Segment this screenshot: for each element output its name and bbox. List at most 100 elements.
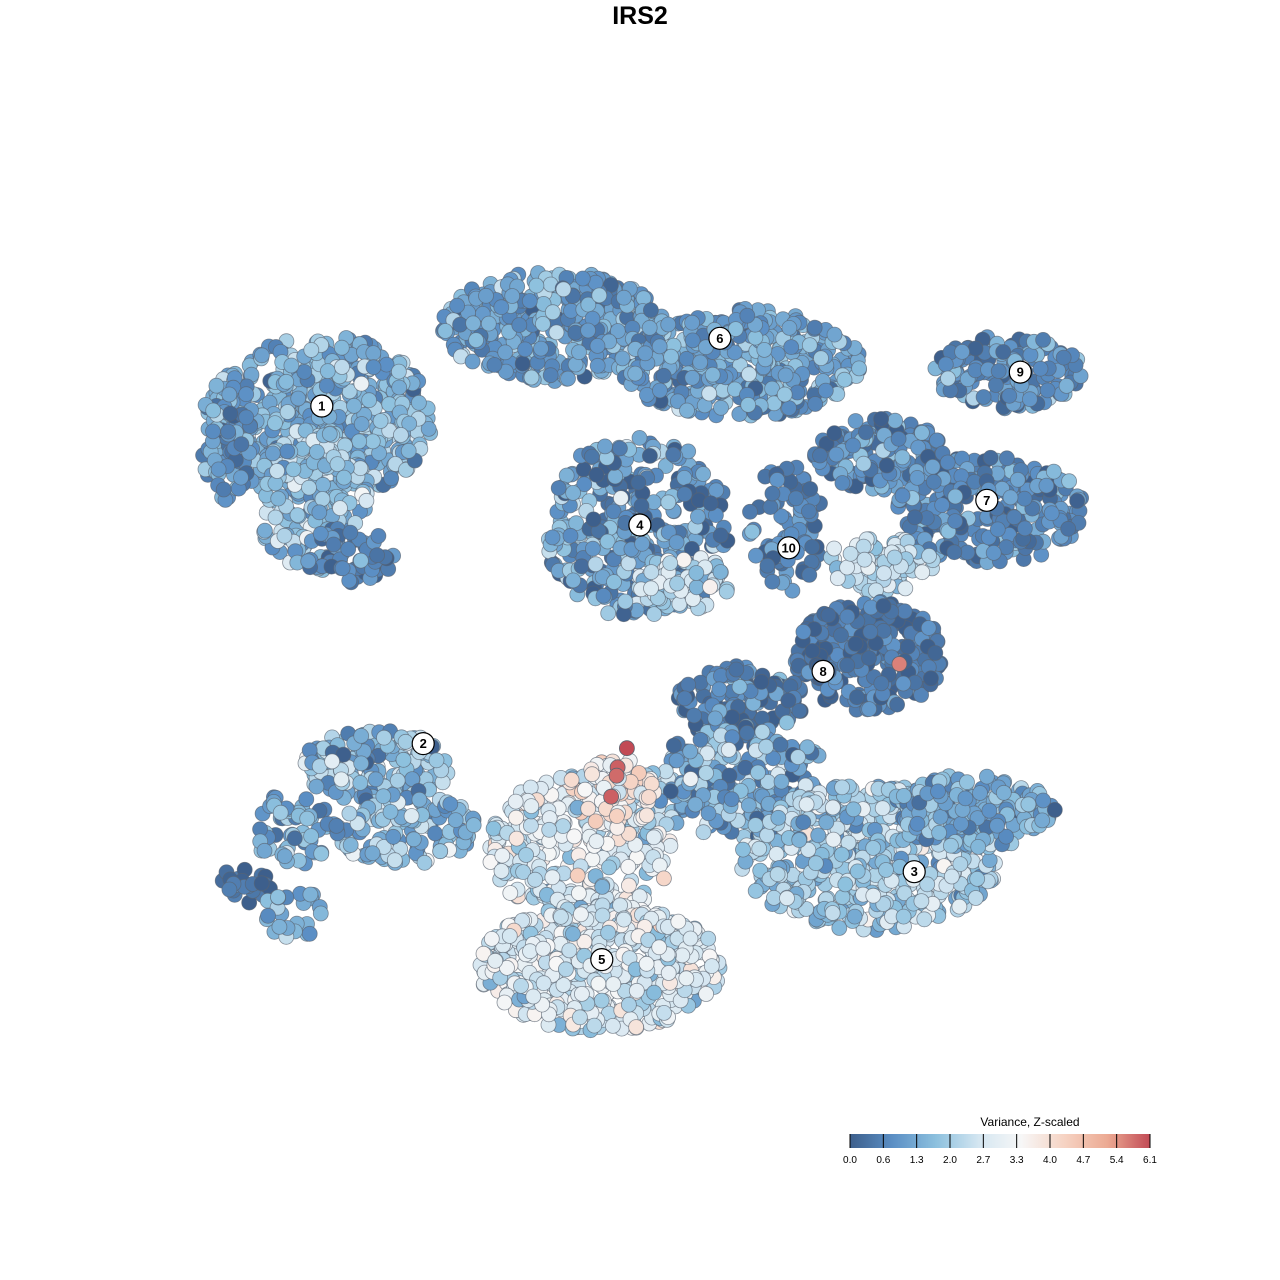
data-point	[773, 773, 790, 790]
data-point	[739, 725, 755, 741]
data-point	[620, 859, 637, 875]
data-point	[523, 369, 540, 386]
data-point	[643, 580, 659, 597]
data-point	[270, 490, 287, 507]
data-point	[676, 469, 693, 486]
data-point	[1039, 382, 1056, 399]
data-point	[770, 809, 787, 826]
data-point	[839, 608, 856, 625]
data-point	[535, 315, 551, 332]
data-point	[571, 885, 587, 902]
data-point	[702, 579, 718, 595]
data-point	[676, 486, 693, 503]
data-point	[768, 846, 785, 862]
data-point	[826, 326, 843, 343]
data-point	[303, 342, 320, 358]
data-point	[751, 840, 768, 857]
data-point	[544, 304, 561, 321]
data-point	[669, 575, 685, 592]
data-point	[494, 847, 511, 864]
data-point	[392, 427, 409, 443]
data-point	[680, 676, 697, 693]
data-point	[550, 480, 567, 497]
data-point	[704, 366, 721, 383]
data-point	[289, 507, 306, 523]
data-point	[267, 509, 284, 526]
data-point	[283, 357, 300, 374]
data-point	[781, 400, 797, 417]
data-point	[319, 363, 336, 380]
data-point	[839, 559, 855, 576]
data-point	[740, 797, 757, 814]
data-point	[269, 463, 286, 479]
data-point	[972, 785, 988, 801]
data-point	[692, 354, 709, 371]
data-point	[630, 474, 647, 491]
data-point	[810, 827, 827, 844]
data-point	[465, 817, 482, 833]
data-point	[660, 316, 677, 333]
data-point	[831, 920, 848, 936]
data-point	[584, 448, 600, 465]
data-point	[684, 314, 700, 331]
data-point	[238, 386, 255, 403]
data-point	[895, 908, 912, 925]
data-point	[272, 804, 289, 821]
data-point	[1020, 796, 1037, 813]
data-point	[607, 468, 624, 485]
data-point	[523, 798, 540, 814]
data-point	[801, 337, 818, 354]
data-point	[486, 356, 503, 373]
data-point	[587, 556, 604, 573]
data-point	[367, 771, 384, 788]
data-point	[276, 527, 293, 544]
data-point	[221, 881, 238, 898]
data-point	[981, 802, 998, 819]
data-point	[907, 509, 923, 526]
chart-title: IRS2	[612, 2, 668, 30]
data-point	[897, 580, 914, 597]
data-point	[1006, 509, 1023, 526]
data-point	[990, 363, 1007, 380]
data-point	[208, 377, 225, 394]
data-point	[940, 370, 956, 387]
data-point	[913, 893, 930, 909]
data-point	[967, 890, 984, 906]
data-point	[256, 842, 273, 859]
data-point	[318, 377, 335, 394]
data-point	[391, 379, 408, 396]
data-point	[589, 357, 606, 374]
data-point	[783, 339, 800, 356]
data-point	[769, 866, 786, 883]
data-point	[916, 911, 933, 928]
data-point	[555, 281, 572, 298]
data-point	[340, 541, 357, 557]
data-point	[695, 466, 711, 482]
data-point	[842, 545, 859, 562]
data-point	[493, 299, 510, 316]
data-point	[205, 402, 222, 419]
data-point	[390, 363, 407, 380]
data-point	[790, 749, 806, 765]
data-point	[959, 774, 975, 791]
data-point	[791, 832, 808, 848]
data-point	[365, 359, 382, 376]
data-point	[517, 341, 533, 358]
data-point	[769, 472, 786, 488]
points-layer	[195, 265, 1089, 1039]
data-point	[690, 508, 706, 525]
data-point	[682, 771, 699, 787]
data-point	[485, 820, 502, 837]
data-point	[346, 397, 362, 414]
data-point	[1046, 802, 1063, 818]
data-point	[692, 731, 709, 748]
data-point	[656, 870, 672, 887]
data-point	[1001, 387, 1018, 404]
data-point	[256, 522, 273, 539]
data-point	[616, 289, 632, 306]
data-point	[951, 898, 968, 915]
data-point	[328, 818, 345, 834]
data-point	[826, 540, 842, 557]
data-point	[521, 293, 538, 309]
data-point	[342, 524, 359, 541]
